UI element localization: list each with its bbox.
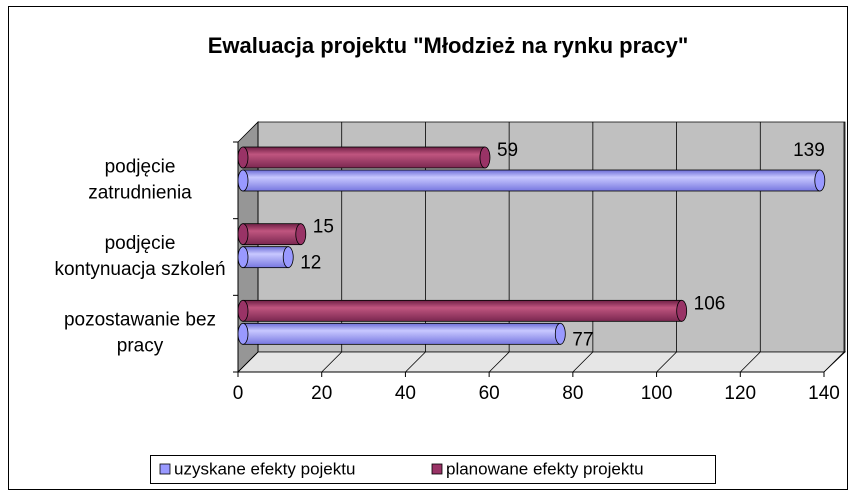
bar-cap xyxy=(237,322,249,345)
bar-cap xyxy=(237,146,249,169)
x-tick-label: 100 xyxy=(641,383,673,404)
bar-cap xyxy=(814,169,826,192)
floor xyxy=(237,351,846,373)
bar xyxy=(242,169,821,192)
bar xyxy=(242,299,683,322)
floor-grid-line xyxy=(572,351,594,373)
bar-cap xyxy=(237,223,249,246)
bar-cap xyxy=(479,146,491,169)
x-tick-label: 120 xyxy=(724,383,756,404)
x-tick-label: 20 xyxy=(311,383,332,404)
legend-swatch xyxy=(159,463,171,475)
floor-grid-line xyxy=(823,351,845,373)
floor-grid-line xyxy=(321,351,342,373)
y-tick-label: pracy xyxy=(117,336,164,357)
data-label: 15 xyxy=(313,217,334,238)
bar-cap xyxy=(676,299,688,322)
floor-grid-line xyxy=(656,351,677,373)
x-tick-label: 60 xyxy=(479,383,500,404)
bar-cap xyxy=(295,223,307,246)
bar-cap xyxy=(237,246,249,269)
x-tick-label: 0 xyxy=(233,383,244,404)
bar xyxy=(242,246,289,269)
bar-cap xyxy=(554,322,566,345)
bar-cap xyxy=(237,299,249,322)
y-tick-label: podjęcie xyxy=(105,156,176,177)
floor-grid-line xyxy=(488,351,510,373)
y-tick-label: zatrudnienia xyxy=(88,182,192,203)
data-label: 106 xyxy=(694,293,726,314)
bar xyxy=(242,223,302,246)
bar-cap xyxy=(237,169,249,192)
legend-swatch xyxy=(431,463,443,475)
data-label: 139 xyxy=(793,140,825,161)
data-label: 12 xyxy=(300,253,321,274)
data-label: 59 xyxy=(497,140,518,161)
bar xyxy=(242,322,561,345)
chart-title: Ewaluacja projektu "Młodzież na rynku pr… xyxy=(208,33,689,58)
x-tick-label: 40 xyxy=(395,383,416,404)
x-tick-label: 140 xyxy=(808,383,840,404)
bar-cap xyxy=(282,246,294,269)
floor-grid-line xyxy=(740,351,761,373)
floor-grid-line xyxy=(405,351,426,373)
bar xyxy=(242,146,486,169)
y-tick-label: kontynuacja szkoleń xyxy=(54,259,225,280)
y-tick-label: podjęcie xyxy=(105,233,176,254)
legend-label: uzyskane efekty pojektu xyxy=(174,459,355,478)
x-tick-label: 80 xyxy=(562,383,583,404)
y-tick-label: pozostawanie bez xyxy=(64,310,216,331)
floor-grid-line xyxy=(237,351,259,373)
legend-label: planowane efekty projektu xyxy=(446,459,644,478)
data-label: 77 xyxy=(572,329,593,350)
